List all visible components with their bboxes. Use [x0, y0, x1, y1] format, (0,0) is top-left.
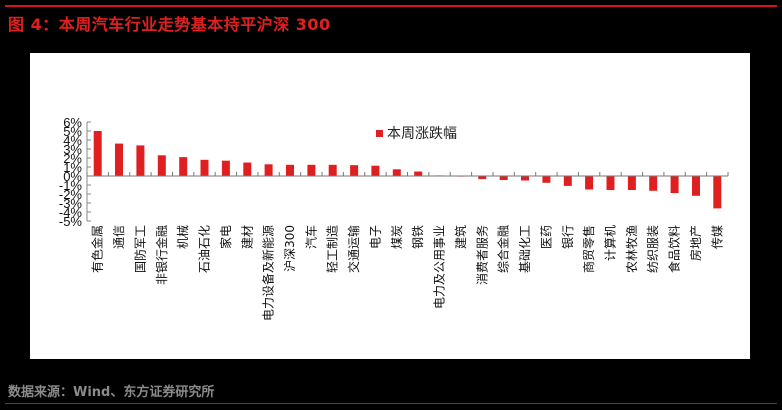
bar: [115, 143, 123, 176]
y-axis: 6%5%4%3%2%1%0%-1%-2%-3%-4%-5%: [59, 115, 91, 229]
x-tick-label: 通信: [112, 225, 126, 249]
y-tick-label: -1%: [59, 178, 83, 193]
bar: [713, 176, 722, 209]
bar: [670, 176, 679, 194]
x-tick-label: 非银行金融: [154, 225, 169, 285]
bar: [200, 159, 209, 176]
x-tick-label: 基础化工: [518, 225, 532, 273]
y-tick-label: -5%: [59, 214, 83, 229]
x-tick-label: 食品饮料: [667, 225, 682, 273]
x-tick-label: 电力设备及新能源: [261, 225, 276, 321]
x-tick-label: 建筑: [453, 225, 468, 249]
x-tick-label: 综合金融: [496, 225, 511, 273]
y-tick-label: 5%: [63, 124, 82, 139]
bar: [350, 165, 359, 176]
x-tick-label: 轻工制造: [326, 225, 340, 273]
x-tick-label: 机械: [175, 225, 190, 249]
bar: [585, 176, 594, 190]
bar: [627, 176, 636, 190]
bar: [243, 162, 252, 176]
x-tick-label: 纺织服装: [646, 225, 660, 273]
y-tick-label: 3%: [63, 142, 82, 157]
x-tick-label: 石油石化: [198, 225, 212, 273]
y-tick-label: 1%: [63, 160, 82, 175]
bar: [93, 131, 102, 176]
bar-chart: 6%5%4%3%2%1%0%-1%-2%-3%-4%-5% 有色金属 通信 国防军工…: [59, 115, 729, 321]
bar: [606, 176, 615, 190]
y-tick-label: -4%: [59, 205, 83, 220]
x-tick-label: 家电: [218, 225, 233, 249]
x-tick-label: 汽车: [303, 225, 318, 249]
y-tick-label: 2%: [63, 151, 82, 166]
bar: [371, 165, 380, 176]
x-tick-label: 房地产: [688, 225, 703, 261]
x-tick-label: 消费者服务: [474, 225, 489, 285]
bars: [93, 131, 722, 209]
bar: [478, 176, 487, 180]
bar: [307, 164, 316, 177]
x-tick-label: 钢铁: [411, 225, 425, 249]
bar: [499, 176, 508, 180]
x-tick-label: 电力及公用事业: [433, 225, 447, 309]
bar: [264, 164, 273, 176]
bar: [414, 171, 423, 176]
bar: [221, 160, 230, 176]
bar: [392, 169, 401, 177]
bar: [542, 176, 551, 183]
x-tick-label: 交通运输: [346, 225, 361, 273]
chart-legend: 本周涨跌幅: [376, 123, 457, 143]
bar: [692, 176, 700, 196]
bar: [136, 145, 145, 176]
x-tick-label: 电子: [368, 225, 382, 249]
x-tick-label: 传媒: [709, 225, 724, 249]
x-tick-label: 商贸零售: [581, 225, 596, 273]
x-tick-label: 医药: [539, 225, 553, 249]
x-tick-label: 沪深300: [283, 225, 297, 272]
top-rule: [5, 5, 777, 7]
y-tick-label: 0%: [63, 169, 82, 184]
x-axis: 有色金属 通信 国防军工 非银行金融 机械 石油石化 家电 建材 电力设备及新能源 沪深300 汽车…: [86, 172, 729, 321]
legend-label: 本周涨跌幅: [387, 126, 457, 142]
bar: [649, 176, 658, 191]
bottom-rule: [5, 403, 777, 404]
x-tick-label: 国防军工: [132, 225, 147, 273]
y-tick-label: 4%: [63, 133, 82, 148]
x-tick-label: 建材: [240, 225, 254, 249]
x-tick-label: 农林牧渔: [625, 225, 639, 273]
y-tick-label: -2%: [59, 187, 83, 202]
bar: [328, 164, 337, 177]
legend-swatch-icon: [376, 129, 383, 137]
bar: [521, 176, 529, 181]
chart-panel: 本周涨跌幅 6% 5% 4% 3% 2% 1% 0% -1% -2% -3% -4% -5% 有色金属…: [30, 53, 750, 359]
bar: [563, 176, 572, 186]
figure-title: 图 4：本周汽车行业走势基本持平沪深 300: [8, 15, 331, 34]
y-tick-label: 6%: [63, 115, 82, 130]
bar: [157, 155, 166, 176]
data-source: 数据来源：Wind、东方证券研究所: [8, 385, 215, 400]
x-tick-label: 银行: [561, 225, 575, 249]
y-tick-label: -3%: [59, 196, 83, 211]
x-tick-label: 计算机: [602, 225, 617, 261]
bar: [286, 164, 294, 177]
x-tick-label: 煤炭: [390, 225, 404, 249]
bar: [179, 157, 188, 176]
x-tick-label: 有色金属: [90, 225, 105, 273]
